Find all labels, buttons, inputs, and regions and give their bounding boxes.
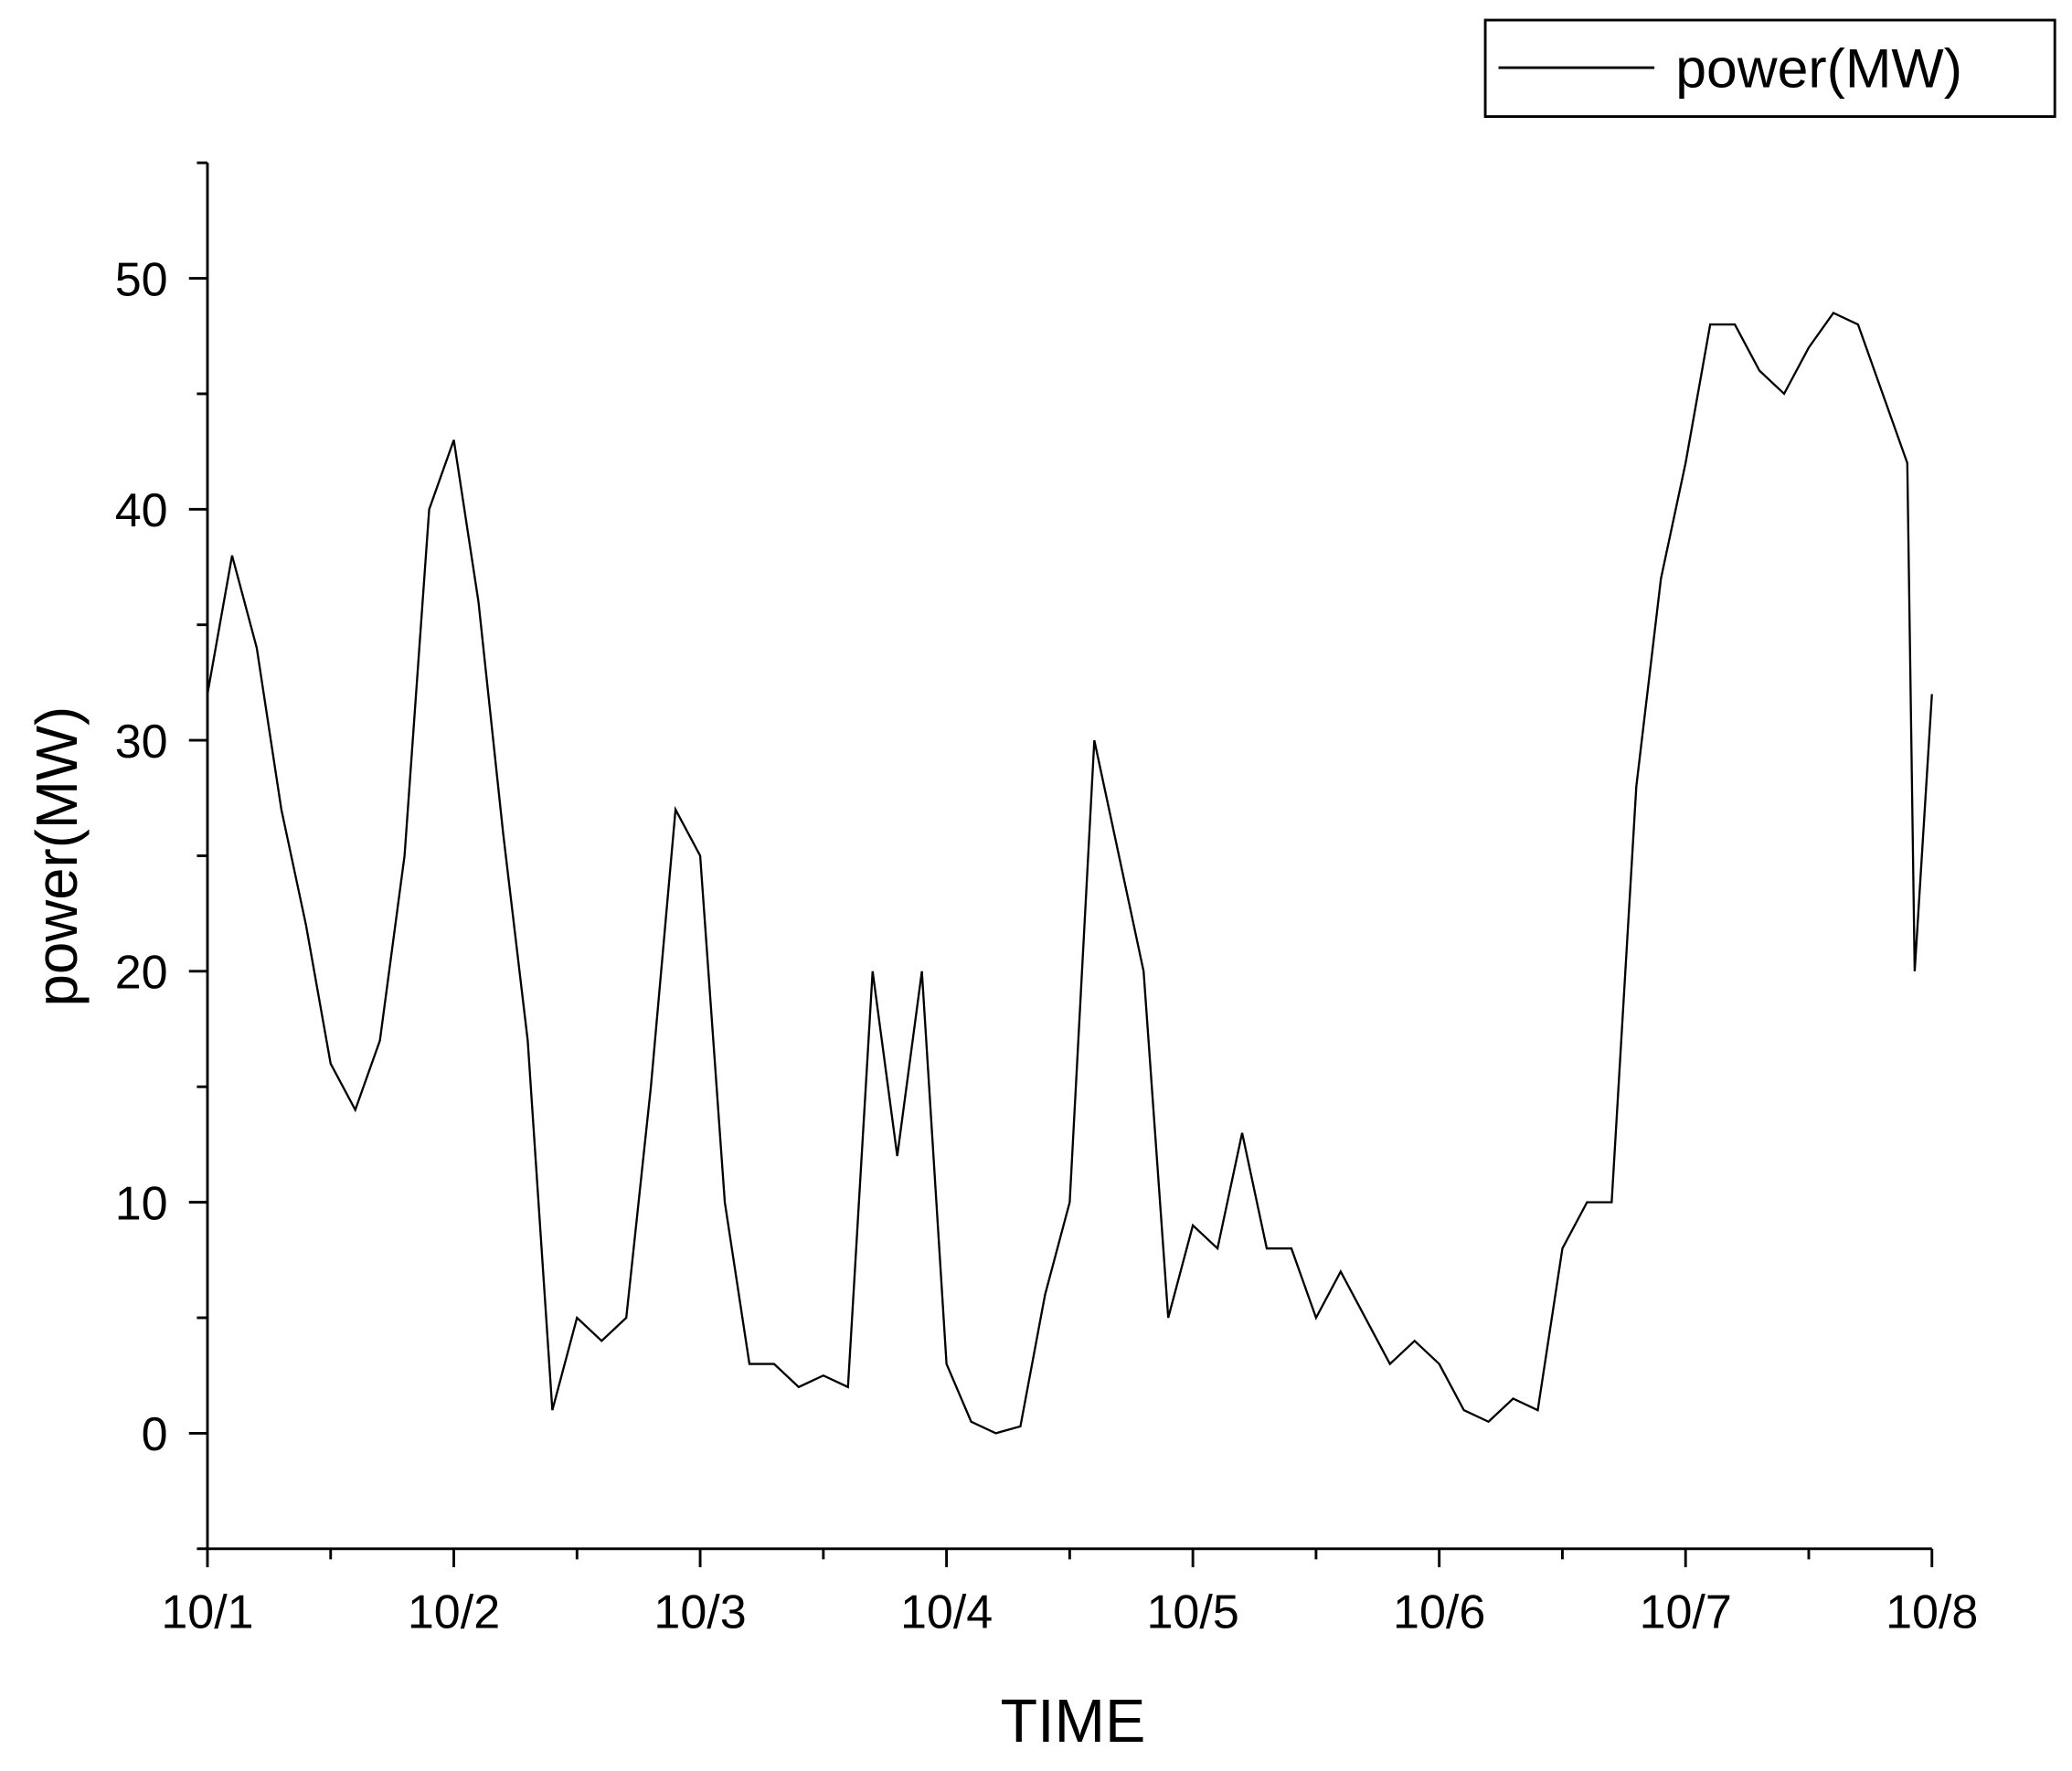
y-tick-label: 0 bbox=[142, 1408, 168, 1461]
y-tick-label: 30 bbox=[115, 716, 168, 769]
y-tick-label: 20 bbox=[115, 947, 168, 1000]
y-tick-label: 10 bbox=[115, 1177, 168, 1230]
x-tick-label: 10/6 bbox=[1393, 1586, 1485, 1639]
x-tick-label: 10/2 bbox=[408, 1586, 500, 1639]
y-tick-label: 50 bbox=[115, 253, 168, 306]
x-tick-label: 10/7 bbox=[1640, 1586, 1732, 1639]
x-tick-label: 10/4 bbox=[900, 1586, 993, 1639]
x-axis-title: TIME bbox=[1001, 1688, 1146, 1755]
x-tick-label: 10/8 bbox=[1886, 1586, 1978, 1639]
x-tick-label: 10/3 bbox=[653, 1586, 746, 1639]
data-line bbox=[206, 311, 1933, 1435]
x-tick-label: 10/1 bbox=[161, 1586, 253, 1639]
y-tick-label: 40 bbox=[115, 484, 168, 537]
y-axis-title: power(MW) bbox=[25, 706, 90, 1007]
x-tick-label: 10/5 bbox=[1146, 1586, 1238, 1639]
legend-label: power(MW) bbox=[1675, 37, 1962, 100]
